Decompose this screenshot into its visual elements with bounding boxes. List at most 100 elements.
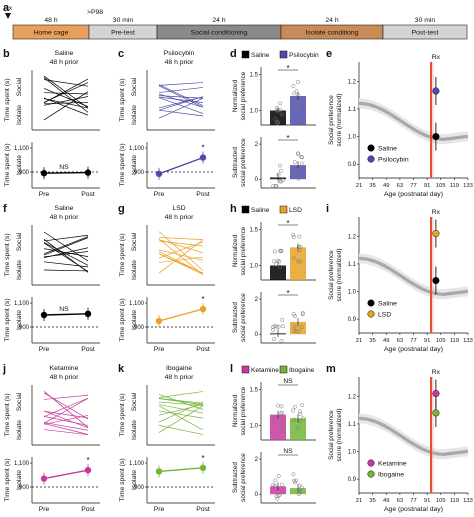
data-point xyxy=(279,179,283,184)
panel-letter: c xyxy=(118,48,124,60)
x-tick-label: 133 xyxy=(463,338,473,344)
individual-trace xyxy=(43,410,89,419)
data-point xyxy=(277,492,282,497)
isolate-label: Isolate xyxy=(16,470,23,490)
x-tick-label: 49 xyxy=(383,338,389,344)
individual-trace xyxy=(43,416,89,426)
data-point xyxy=(277,179,282,184)
data-point xyxy=(291,478,296,483)
y-tick-label: 0.9 xyxy=(348,317,357,323)
y-tick-label: 1.5 xyxy=(250,387,259,393)
x-tick-label: 63 xyxy=(397,498,403,504)
mean-line xyxy=(158,156,204,175)
y-axis-label: social preference xyxy=(240,386,247,435)
data-point xyxy=(291,232,296,237)
rx-label: Rx xyxy=(432,369,441,376)
panel-letter-a: a xyxy=(3,2,10,14)
panel-title: Saline xyxy=(55,50,74,57)
data-point xyxy=(272,336,276,341)
x-tick-label-pre: Pre xyxy=(154,346,165,353)
legend-marker xyxy=(367,310,375,318)
x-axis-label: Age (postnatal day) xyxy=(384,191,443,198)
isolate-label: Isolate xyxy=(131,470,138,490)
legend-marker xyxy=(367,144,375,152)
y-tick-label: 0.9 xyxy=(348,477,357,483)
x-tick-label-post: Post xyxy=(196,346,210,353)
legend-swatch xyxy=(279,365,288,374)
legend-label: Ketamine xyxy=(378,461,407,468)
data-point xyxy=(294,478,298,483)
legend-label: Ibogaine xyxy=(378,472,404,479)
data-point xyxy=(291,83,296,88)
data-point xyxy=(297,483,302,488)
significance-star: * xyxy=(286,134,289,143)
x-tick-label: 21 xyxy=(356,338,362,344)
data-point xyxy=(276,120,281,125)
data-point xyxy=(278,107,283,112)
individual-trace xyxy=(158,398,204,404)
individual-trace xyxy=(43,98,89,109)
data-point xyxy=(279,339,284,343)
individual-trace xyxy=(158,394,204,410)
individual-trace xyxy=(43,79,89,87)
mean-point-post xyxy=(199,464,207,471)
segment-duration: 24 h xyxy=(212,17,225,24)
y-tick-label: 1.0 xyxy=(250,109,259,115)
y-axis-label: social preference xyxy=(240,138,247,187)
legend-swatch xyxy=(279,205,288,214)
bar xyxy=(270,110,286,125)
mean-point-pre xyxy=(40,475,48,482)
scatter-point xyxy=(432,87,440,95)
data-point xyxy=(291,234,296,239)
data-point xyxy=(275,121,280,125)
significance-star: * xyxy=(86,456,89,465)
x-tick-label-pre: Pre xyxy=(154,506,165,513)
x-tick-label-pre: Pre xyxy=(39,346,50,353)
segment-duration: 30 min xyxy=(415,17,436,24)
data-point xyxy=(292,328,297,333)
data-point xyxy=(278,249,283,254)
individual-trace xyxy=(43,429,89,436)
panel-title: LSD xyxy=(172,205,185,212)
isolate-label: Isolate xyxy=(131,260,138,280)
paired-plot-panel: c Psilocybin 48 h prior Time spent (s) Socia… xyxy=(118,48,215,198)
data-point xyxy=(272,324,277,329)
y-axis-label: social preference xyxy=(240,293,247,342)
individual-trace xyxy=(158,96,204,111)
mean-line xyxy=(43,313,89,316)
y-tick-label: 0 xyxy=(255,177,259,183)
data-point xyxy=(296,425,301,430)
x-tick-label-post: Post xyxy=(81,191,95,198)
data-point xyxy=(273,117,278,122)
data-point xyxy=(291,312,296,317)
y-axis-label: Subtracted xyxy=(232,147,239,178)
data-point xyxy=(291,256,296,261)
segment-label: Post-test xyxy=(412,30,439,37)
x-tick-label: 91 xyxy=(424,338,430,344)
y-axis-label: social preference xyxy=(240,71,247,120)
data-point xyxy=(292,417,297,422)
social-label: Social xyxy=(131,392,138,411)
individual-trace xyxy=(43,397,89,424)
individual-trace xyxy=(158,401,204,423)
panel-letter: h xyxy=(230,203,237,215)
segment-label: Social conditioning xyxy=(191,30,248,37)
age-curve-panel: e Rx 1.2 1.1 1.0 0.9 21 35 49 63 77 91 105 119 133 Soci… xyxy=(326,48,473,198)
data-point xyxy=(293,404,298,409)
data-point xyxy=(296,93,301,98)
x-tick-label-post: Post xyxy=(196,191,210,198)
individual-trace xyxy=(43,394,89,400)
individual-trace xyxy=(43,242,89,266)
y-tick-label: 2 xyxy=(255,297,259,303)
y-tick-label: 1,100 xyxy=(14,146,30,152)
data-point xyxy=(279,482,284,487)
y-tick-label: 1.2 xyxy=(348,79,357,85)
individual-trace xyxy=(158,410,204,419)
individual-trace xyxy=(158,109,204,117)
data-point xyxy=(277,163,282,168)
mean-point-post xyxy=(199,305,207,313)
isolate-label: Isolate xyxy=(131,155,138,175)
x-tick-label: 77 xyxy=(410,183,416,189)
